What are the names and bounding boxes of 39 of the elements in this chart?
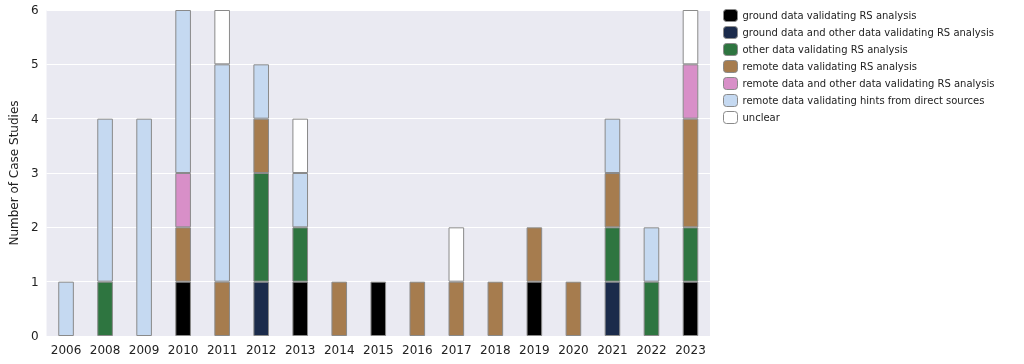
- x-tick-label: 2011: [206, 343, 238, 357]
- bar: [370, 281, 387, 336]
- x-tick-label: 2008: [89, 343, 121, 357]
- x-tick-label: 2018: [480, 343, 511, 357]
- y-tick-label: 5: [30, 57, 39, 72]
- legend-label: ground data and other data validating RS analysis: [742, 27, 994, 38]
- legend-label: other data validating RS analysis: [742, 44, 908, 55]
- bar: [136, 118, 152, 336]
- bar: [487, 281, 504, 336]
- x-tick-label: 2012: [245, 343, 277, 357]
- x-tick-label: 2010: [167, 343, 199, 357]
- y-tick-label: 0: [30, 329, 39, 343]
- y-axis-title: Number of Case Studies: [7, 100, 21, 246]
- bar: [58, 281, 74, 336]
- x-tick-label: 2013: [284, 343, 316, 357]
- x-tick-label: 2019: [519, 343, 550, 357]
- x-tick-label: 2021: [597, 343, 628, 357]
- x-tick-label: 2015: [362, 343, 394, 357]
- x-tick-label: 2014: [323, 343, 355, 357]
- x-tick-label: 2023: [675, 343, 706, 357]
- y-tick-label: 6: [30, 3, 39, 17]
- x-tick-label: 2009: [128, 343, 160, 357]
- y-tick-label: 2: [30, 220, 39, 235]
- legend-label: ground data validating RS analysis: [742, 10, 917, 21]
- bar: [409, 281, 426, 336]
- legend-label: remote data validating RS analysis: [742, 61, 917, 72]
- legend-label: remote data validating hints from direct sources: [742, 95, 985, 106]
- x-tick-label: 2006: [50, 343, 82, 357]
- bar: [565, 281, 582, 336]
- y-tick-label: 1: [30, 274, 39, 289]
- x-tick-label: 2016: [402, 343, 433, 357]
- legend-label: unclear: [742, 112, 781, 123]
- y-tick-label: 4: [30, 111, 39, 126]
- x-tick-label: 2022: [636, 343, 667, 357]
- y-tick-label: 3: [30, 166, 39, 180]
- x-tick-label: 2020: [558, 343, 589, 357]
- legend-label: remote data and other data validating RS analysis: [742, 78, 995, 89]
- x-tick-label: 2017: [441, 343, 472, 357]
- bar: [331, 281, 348, 336]
